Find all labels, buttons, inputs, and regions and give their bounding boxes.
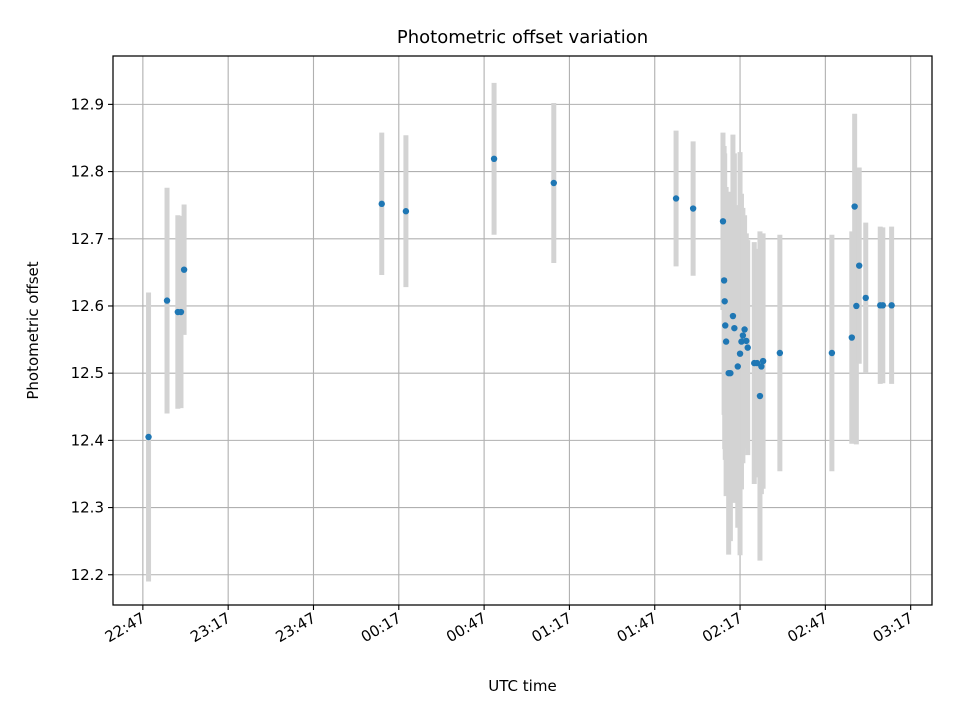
- data-point: [163, 297, 171, 304]
- data-point: [378, 200, 385, 208]
- data-point: [731, 324, 738, 332]
- data-point: [145, 433, 152, 441]
- data-point: [879, 302, 887, 309]
- data-point: [736, 350, 744, 357]
- data-point: [719, 218, 727, 225]
- data-point: [759, 357, 767, 365]
- data-point: [776, 349, 784, 357]
- data-point: [862, 294, 869, 302]
- data-point: [720, 277, 728, 284]
- data-point: [490, 155, 498, 163]
- y-tick-label: 12.6: [71, 297, 104, 315]
- data-point: [739, 332, 747, 339]
- data-point: [402, 208, 410, 215]
- x-axis-title: UTC time: [488, 677, 556, 695]
- y-axis-title: Photometric offset: [24, 261, 42, 399]
- y-tick-label: 12.7: [71, 230, 104, 248]
- plot-frame: [112, 55, 933, 606]
- chart-title: Photometric offset variation: [397, 27, 648, 48]
- plot-area: [113, 56, 932, 605]
- y-tick-label: 12.8: [71, 163, 104, 181]
- data-point: [180, 266, 188, 273]
- data-point: [756, 392, 764, 400]
- data-point: [738, 338, 745, 345]
- data-point: [856, 262, 863, 269]
- data-point: [729, 312, 737, 320]
- data-points: [145, 155, 895, 441]
- y-axis-ticks: 12.2 12.3 12.4 12.5 12.6 12.7 12.8 12.9: [71, 95, 113, 584]
- data-point: [689, 205, 697, 212]
- data-point: [743, 337, 750, 345]
- data-point: [828, 349, 836, 357]
- data-point: [722, 338, 730, 345]
- data-point: [848, 334, 856, 341]
- data-point: [672, 195, 680, 202]
- y-tick-label: 12.9: [71, 95, 104, 113]
- data-point: [744, 344, 751, 351]
- data-point: [851, 203, 858, 210]
- data-point: [727, 369, 734, 377]
- data-point: [550, 179, 557, 187]
- grid-lines: [113, 56, 932, 605]
- data-point: [177, 308, 185, 316]
- data-point: [741, 326, 748, 333]
- y-tick-label: 12.3: [71, 499, 104, 517]
- data-point: [722, 322, 729, 329]
- data-point: [721, 298, 728, 305]
- y-tick-label: 12.5: [71, 364, 104, 382]
- y-tick-label: 12.4: [71, 431, 104, 449]
- y-tick-label: 12.2: [71, 566, 104, 584]
- data-point: [888, 302, 895, 309]
- data-point: [734, 363, 741, 370]
- data-point: [853, 302, 860, 310]
- data-point: [758, 363, 765, 370]
